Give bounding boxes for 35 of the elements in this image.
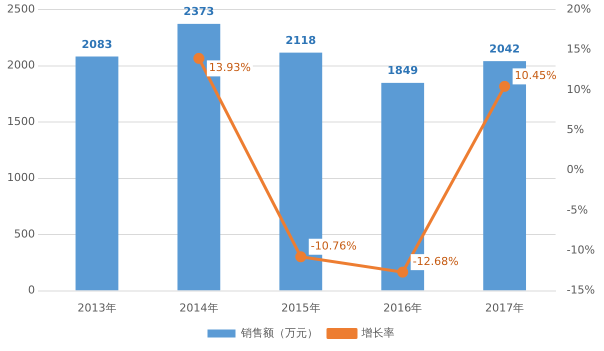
- x-tick-label: 2016年: [383, 301, 422, 314]
- y-tick-label: 1500: [6, 114, 35, 128]
- data-label: 1849: [387, 64, 418, 78]
- data-label: 10.45%: [514, 69, 557, 82]
- point: [397, 266, 408, 278]
- x-tick-label: 2015年: [281, 301, 320, 314]
- y2-tick-label: -10%: [566, 243, 596, 256]
- data-label: 2118: [285, 34, 316, 47]
- legend-label: 销售额（万元）: [240, 326, 318, 340]
- data-label: -12.68%: [412, 255, 459, 268]
- bar: [76, 56, 118, 290]
- data-label: 2042: [489, 42, 520, 56]
- y-tick-label: 500: [14, 227, 35, 240]
- y2-tick-label: 10%: [566, 82, 592, 96]
- data-label: 2373: [184, 5, 214, 18]
- data-label: 2083: [82, 38, 112, 51]
- x-tick-label: 2017年: [485, 301, 524, 314]
- y2-tick-label: -15%: [566, 284, 596, 297]
- point: [499, 80, 510, 92]
- point: [193, 52, 204, 64]
- y2-tick-label: 20%: [566, 2, 592, 16]
- y-tick-label: 2500: [6, 2, 35, 16]
- y2-tick-label: -5%: [566, 203, 588, 216]
- legend-label: 增长率: [360, 326, 394, 340]
- point: [295, 251, 306, 262]
- data-label: 13.93%: [208, 61, 251, 74]
- y-tick-label: 1000: [6, 171, 35, 184]
- y2-tick-label: 0%: [566, 163, 584, 176]
- data-label: -10.76%: [310, 240, 357, 253]
- y2-tick-label: 5%: [566, 122, 584, 136]
- y-tick-label: 0: [28, 284, 35, 297]
- x-tick-label: 2013年: [77, 301, 116, 314]
- y2-tick-label: 15%: [566, 42, 592, 56]
- x-tick-label: 2014年: [179, 301, 218, 314]
- y-tick-label: 2000: [6, 58, 35, 72]
